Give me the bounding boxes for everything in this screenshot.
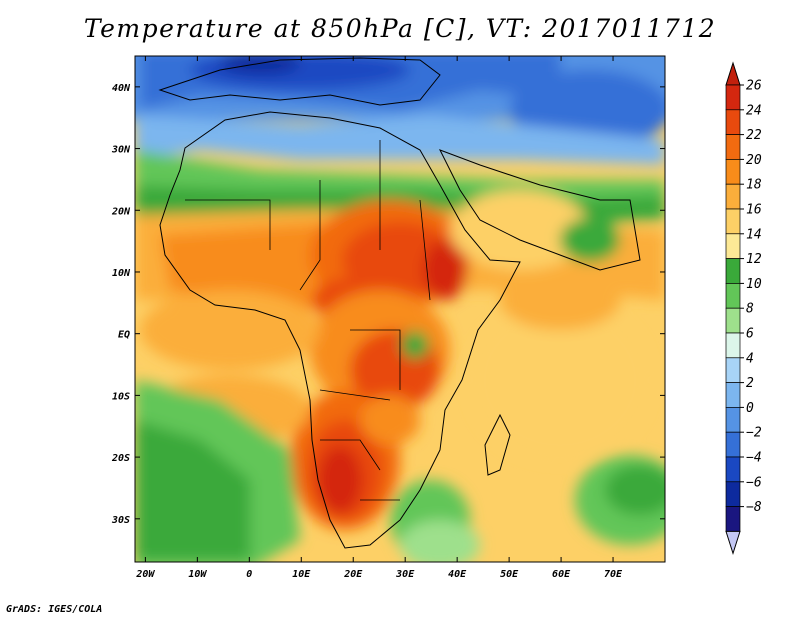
temperature-field bbox=[135, 56, 665, 562]
colorbar-level-label: 0 bbox=[746, 401, 754, 416]
colorbar-level-label: −6 bbox=[746, 475, 762, 490]
lon-tick-label: 70E bbox=[604, 569, 623, 580]
lon-tick-label: 50E bbox=[500, 569, 519, 580]
lon-tick-label: 0 bbox=[246, 569, 252, 580]
lon-tick-label: 10W bbox=[188, 569, 207, 580]
colorbar-level-label: 6 bbox=[746, 327, 754, 342]
colorbar-swatch bbox=[725, 233, 741, 259]
colorbar-level-label: 24 bbox=[746, 103, 762, 118]
colorbar-level-label: 14 bbox=[746, 227, 762, 242]
europe-coastline bbox=[158, 57, 441, 106]
colorbar-swatch bbox=[725, 407, 741, 433]
colorbar-swatch bbox=[725, 481, 741, 507]
colorbar-swatch bbox=[725, 208, 741, 235]
lat-tick-label: EQ bbox=[118, 330, 130, 341]
lon-tick-label: 10E bbox=[292, 569, 311, 580]
coastlines bbox=[158, 57, 641, 549]
lat-tick-label: 40N bbox=[112, 83, 131, 94]
lon-tick-label: 20E bbox=[343, 569, 363, 580]
lat-tick-label: 10S bbox=[112, 391, 130, 402]
colorbar-swatch bbox=[725, 283, 741, 309]
map-title: Temperature at 850hPa [C], VT: 201701171… bbox=[83, 14, 717, 43]
lon-tick-label: 60E bbox=[552, 569, 571, 580]
lon-tick-label: 30E bbox=[395, 569, 415, 580]
lat-tick-label: 10N bbox=[112, 268, 131, 279]
madagascar-coastline bbox=[484, 413, 511, 476]
colorbar-swatch bbox=[725, 159, 741, 185]
axis-ticks: 20W 10W 0 10E 20E 30E 40E 50E 60E 70E 40N 30N 20N 10N… bbox=[111, 56, 665, 580]
colorbar-level-label: 26 bbox=[746, 79, 762, 94]
colorbar-level-label: 20 bbox=[746, 153, 762, 168]
colorbar-swatch bbox=[725, 382, 741, 408]
colorbar-swatch bbox=[725, 332, 741, 359]
colorbar-swatch bbox=[725, 307, 741, 334]
lon-tick-label: 40E bbox=[448, 569, 467, 580]
lat-tick-label: 20S bbox=[111, 453, 130, 464]
country-borders bbox=[185, 140, 431, 501]
lat-tick-label: 20N bbox=[111, 206, 131, 217]
colorbar-level-label: 16 bbox=[746, 203, 762, 218]
africa-coastline bbox=[159, 111, 521, 549]
grads-credit: GrADS: IGES/COLA bbox=[6, 604, 103, 615]
colorbar-level-label: 2 bbox=[746, 376, 754, 391]
colorbar-swatch bbox=[725, 183, 741, 210]
colorbar-swatch bbox=[725, 258, 741, 284]
colorbar-level-label: 18 bbox=[746, 178, 762, 193]
colorbar-swatch bbox=[725, 134, 741, 160]
lon-tick-label: 20W bbox=[135, 569, 155, 580]
arabia-coastline bbox=[438, 149, 641, 271]
colorbar-swatch bbox=[725, 506, 741, 532]
colorbar-level-label: 22 bbox=[746, 128, 762, 143]
colorbar-swatch bbox=[725, 357, 741, 383]
colorbar-level-label: 10 bbox=[746, 277, 762, 292]
colorbar-level-label: 4 bbox=[746, 351, 754, 366]
colorbar-bottom-arrow bbox=[725, 530, 741, 556]
colorbar-level-label: −2 bbox=[746, 426, 762, 441]
colorbar-level-label: 8 bbox=[746, 302, 754, 317]
colorbar-level-label: −8 bbox=[746, 500, 762, 515]
colorbar-level-label: −4 bbox=[746, 451, 762, 466]
map-frame bbox=[134, 55, 666, 563]
lat-tick-label: 30S bbox=[111, 515, 130, 526]
colorbar-swatch bbox=[725, 456, 741, 483]
colorbar-swatch bbox=[725, 84, 741, 111]
colorbar-swatch bbox=[725, 109, 741, 135]
colorbar-swatch bbox=[725, 431, 741, 458]
lat-tick-label: 30N bbox=[111, 145, 131, 156]
colorbar-level-label: 12 bbox=[746, 252, 762, 267]
colorbar-top-arrow bbox=[725, 61, 741, 86]
